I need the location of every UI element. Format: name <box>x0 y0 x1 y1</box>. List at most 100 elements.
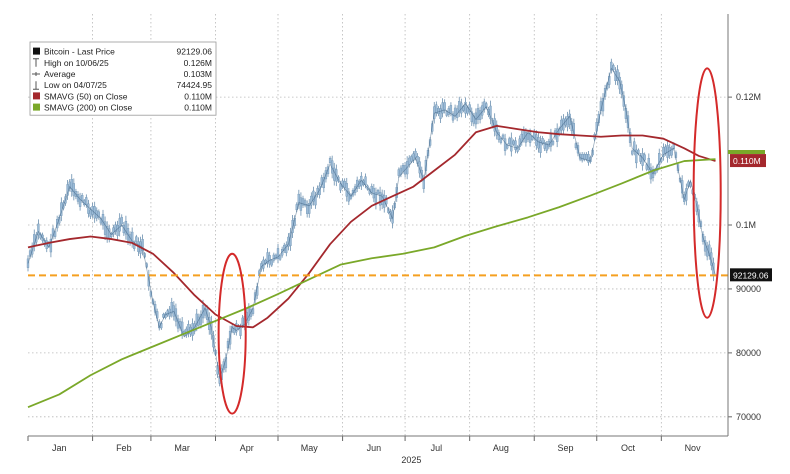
price-candle <box>503 138 507 151</box>
price-candle <box>278 255 282 260</box>
price-candle <box>370 186 373 193</box>
legend-swatch-icon <box>33 92 40 100</box>
price-candle <box>539 140 542 153</box>
price-candle <box>585 153 588 160</box>
price-candle <box>537 137 540 149</box>
price-candle <box>443 102 446 111</box>
legend-row: SMAVG (50) on Close 0.110M <box>33 91 212 101</box>
highlight-layer <box>217 67 722 415</box>
price-candle <box>387 208 390 213</box>
price-candle <box>53 231 57 237</box>
price-candle <box>120 216 123 225</box>
price-candle <box>166 310 169 316</box>
last-price-tag <box>730 268 772 282</box>
x-tick-label: May <box>301 443 319 453</box>
price-candle <box>508 138 511 145</box>
price-candle <box>85 197 88 205</box>
price-candle <box>708 244 711 256</box>
legend-high-icon <box>33 58 39 67</box>
y-tick-label: 90000 <box>736 284 761 294</box>
price-candle <box>116 225 119 236</box>
legend-row: SMAVG (200) on Close 0.110M <box>33 103 212 113</box>
price-candle <box>583 154 586 160</box>
price-candle <box>381 193 384 205</box>
price-candle <box>410 156 413 162</box>
legend-value: 0.126M <box>184 58 212 68</box>
series-1 <box>27 124 716 329</box>
legend-value: 92129.06 <box>177 47 213 57</box>
price-candle <box>199 314 203 325</box>
price-candle <box>510 137 513 152</box>
x-tick-label: Jul <box>431 443 443 453</box>
legend-value: 0.103M <box>184 69 212 79</box>
x-tick-label: Jan <box>52 443 67 453</box>
price-candle <box>647 158 650 171</box>
x-axis-year-label: 2025 <box>401 455 421 465</box>
legend-average-icon <box>32 72 40 76</box>
price-candle <box>414 150 417 158</box>
price-candle <box>449 105 453 114</box>
price-candle <box>124 220 128 235</box>
price-candle <box>135 236 138 242</box>
legend-label: SMAVG (200) on Close <box>44 103 132 113</box>
price-candle <box>445 111 448 116</box>
price-candle <box>239 327 242 336</box>
price-candle <box>376 190 380 194</box>
x-tick-label: Feb <box>116 443 132 453</box>
price-candle <box>110 233 113 238</box>
price-candle <box>618 76 621 90</box>
price-candle <box>435 104 438 114</box>
price-candle <box>485 103 488 108</box>
price-candle <box>153 304 157 313</box>
price-candle <box>174 308 178 322</box>
price-candle <box>372 187 375 199</box>
price-candle <box>333 167 336 181</box>
axes: 70000 80000 90000 0.1M 0.12M Jan Feb Mar Apr May J… <box>27 14 761 465</box>
price-candle <box>439 108 442 119</box>
price-candle <box>133 242 136 249</box>
legend-label: Bitcoin - Last Price <box>44 47 115 57</box>
price-tags: 0.110M 92129.06 <box>728 150 772 282</box>
price-candle <box>81 195 84 201</box>
legend-row: Low on 04/07/25 74424.95 <box>33 80 212 90</box>
legend-label: Low on 04/07/25 <box>44 80 107 90</box>
price-candle <box>343 180 346 189</box>
price-candle <box>49 238 53 253</box>
price-candle <box>97 211 100 218</box>
price-candle <box>72 183 75 196</box>
price-candle <box>401 165 405 172</box>
price-candle <box>172 305 175 317</box>
legend-swatch-icon <box>33 103 40 111</box>
price-candle <box>308 203 311 214</box>
price-candle <box>170 302 173 314</box>
price-candle <box>276 248 280 260</box>
price-candle <box>328 158 332 164</box>
sma-tag-label: 0.110M <box>733 156 761 166</box>
price-candle <box>545 143 548 151</box>
price-candle <box>37 223 40 236</box>
price-candle <box>164 313 167 318</box>
x-tick-label: Nov <box>685 443 702 453</box>
price-candle <box>326 166 330 175</box>
legend-label: Average <box>44 69 76 79</box>
legend-row: Bitcoin - Last Price 92129.06 <box>33 47 212 57</box>
legend-row: Average 0.103M <box>32 69 212 79</box>
x-tick-label: Oct <box>621 443 636 453</box>
price-line <box>27 67 716 379</box>
price-candle <box>303 200 307 206</box>
price-candle <box>556 128 559 142</box>
price-candle <box>141 239 144 251</box>
legend-value: 74424.95 <box>177 80 213 90</box>
price-candle <box>437 108 440 115</box>
price-candle <box>643 154 646 161</box>
legend-label: High on 10/06/25 <box>44 58 109 68</box>
price-candle <box>541 138 544 144</box>
price-candle <box>526 133 530 140</box>
price-candle <box>489 105 492 120</box>
price-candle <box>616 69 619 81</box>
price-candle <box>385 197 388 205</box>
price-candle <box>514 140 517 150</box>
y-tick-label: 80000 <box>736 348 761 358</box>
price-candle <box>518 138 521 148</box>
